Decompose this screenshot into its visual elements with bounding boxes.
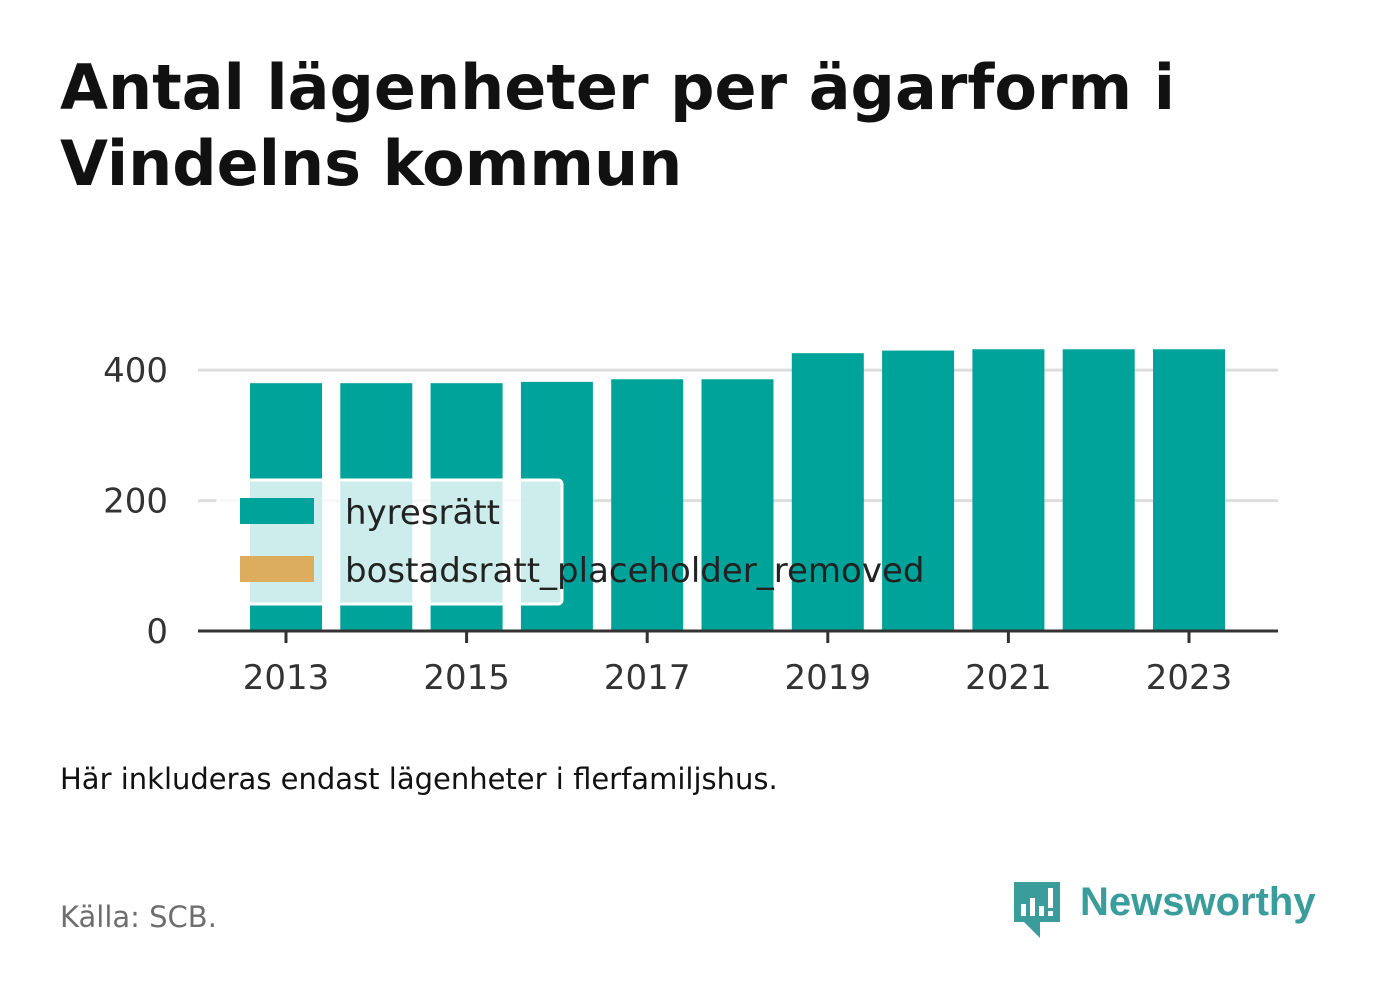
x-axis: 2013 2015 2017 2019 2021 2023 (198, 629, 1278, 698)
y-axis-ticks: 0 200 400 (103, 351, 168, 652)
brand-name: Newsworthy (1080, 880, 1316, 924)
stacked-bar-chart: hyresrätt bostadsratt_placeholder_remove… (103, 349, 1278, 698)
legend-swatch-hyresratt (240, 498, 314, 524)
x-tick-label: 2015 (423, 658, 510, 698)
source-credit: Källa: SCB. (60, 900, 217, 934)
bar-hyresratt (791, 353, 864, 631)
bar-hyresratt (701, 379, 774, 631)
bar-hyresratt (882, 350, 955, 631)
chart-title: Antal lägenheter per ägarform i Vindelns… (60, 51, 1175, 200)
chart-note: Här inkluderas endast lägenheter i flerf… (60, 762, 778, 796)
y-tick-label: 200 (103, 482, 168, 522)
legend-label-hyresratt: hyresrätt (345, 493, 500, 533)
legend: hyresrätt bostadsratt_placeholder_remove… (216, 478, 924, 606)
bar-hyresratt (972, 349, 1045, 631)
newsworthy-logo: Newsworthy (1010, 878, 1320, 942)
bar-hyresratt (611, 379, 684, 631)
x-tick-label: 2023 (1146, 658, 1233, 698)
legend-swatch-bostadsratt (240, 556, 314, 582)
y-tick-label: 0 (146, 612, 168, 652)
legend-label-bostadsratt: bostadsratt_placeholder_removed (345, 551, 924, 591)
x-tick-label: 2013 (243, 658, 330, 698)
bar-hyresratt (1062, 349, 1135, 631)
x-tick-label: 2019 (785, 658, 872, 698)
y-tick-label: 400 (103, 351, 168, 391)
bar-hyresratt (1153, 349, 1225, 631)
x-tick-label: 2017 (604, 658, 691, 698)
x-tick-label: 2021 (965, 658, 1052, 698)
newsworthy-logo-icon (1014, 882, 1060, 938)
